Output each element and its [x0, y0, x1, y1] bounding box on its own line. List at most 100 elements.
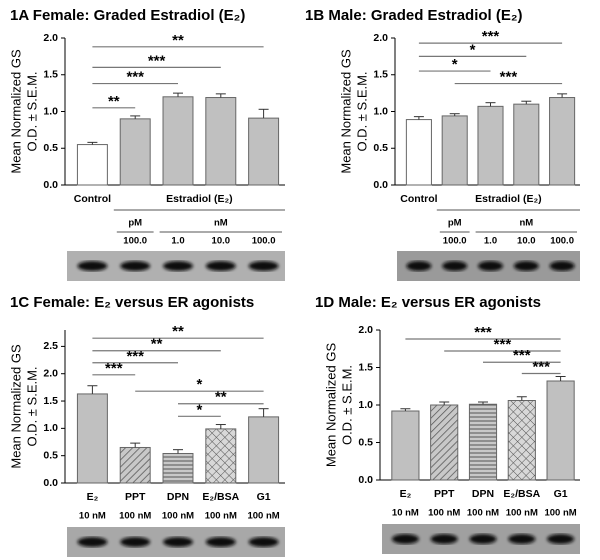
blot-band — [120, 261, 151, 271]
y-tick-label: 1.5 — [358, 361, 373, 373]
group-label: Estradiol (E₂) — [166, 193, 233, 205]
error-bar — [87, 141, 98, 145]
unit-label: nM — [519, 218, 533, 229]
significance-label: *** — [532, 358, 550, 375]
panel-title: 1C Female: E₂ versus ER agonists — [10, 294, 254, 311]
error-bar — [413, 116, 424, 120]
y-tick-label: 2.0 — [43, 32, 58, 44]
y-tick-label: 0.0 — [43, 477, 58, 489]
y-axis-label: Mean Normalized GS — [8, 49, 23, 174]
y-tick-label: 1.5 — [43, 395, 58, 407]
error-bar — [258, 108, 269, 119]
blot-band — [248, 537, 279, 547]
y-tick-label: 0.5 — [43, 449, 58, 461]
x-tick-label: DPN — [472, 488, 494, 500]
significance-label: *** — [126, 69, 144, 86]
error-bar — [87, 385, 98, 394]
significance-label: *** — [482, 28, 500, 45]
blot-band — [477, 261, 504, 271]
bar — [119, 118, 151, 186]
unit-label: pM — [448, 218, 462, 229]
bar — [549, 97, 576, 186]
y-tick-label: 0.0 — [373, 179, 388, 191]
blot-band — [77, 537, 108, 547]
x-tick-label: 10.0 — [212, 236, 231, 247]
x-tick-label: Control — [74, 193, 111, 205]
x-tick-label: PPT — [434, 488, 455, 500]
x-sublabel: 100 nM — [428, 508, 460, 519]
x-tick-label: E₂ — [400, 488, 412, 500]
x-sublabel: 100 nM — [544, 508, 576, 519]
y-axis-label: O.D. ± S.E.M. — [24, 366, 39, 446]
bar — [76, 144, 108, 186]
significance-label: *** — [474, 324, 492, 341]
significance-label: * — [196, 401, 202, 418]
bar — [430, 404, 459, 481]
bar — [477, 105, 504, 186]
bar — [507, 400, 536, 481]
significance-label: ** — [108, 93, 120, 110]
significance-label: ** — [151, 336, 163, 353]
bar — [468, 403, 498, 481]
blot-band — [77, 261, 108, 271]
error-bar — [449, 113, 460, 116]
error-bar — [215, 424, 226, 429]
y-axis-label: O.D. ± S.E.M. — [24, 71, 39, 151]
y-tick-label: 0.5 — [43, 142, 58, 154]
blot-band — [248, 261, 279, 271]
y-tick-label: 1.0 — [373, 105, 388, 117]
error-bar — [439, 401, 450, 405]
x-tick-label: 1.0 — [484, 236, 497, 247]
y-tick-label: 2.0 — [358, 324, 373, 336]
y-tick-label: 2.0 — [373, 32, 388, 44]
x-tick-label: Control — [400, 193, 437, 205]
bar — [391, 410, 420, 481]
group-label: Estradiol (E₂) — [475, 193, 542, 205]
y-axis-label: Mean Normalized GS — [338, 49, 353, 174]
blot-band — [508, 534, 536, 544]
significance-label: *** — [494, 336, 512, 353]
bar — [248, 416, 280, 484]
x-tick-label: 100.0 — [123, 236, 147, 247]
y-axis-label: Mean Normalized GS — [323, 343, 338, 468]
significance-label: ** — [215, 389, 227, 406]
x-tick-label: E₂/BSA — [202, 491, 239, 503]
bar — [119, 446, 151, 484]
y-axis-label: O.D. ± S.E.M. — [339, 365, 354, 445]
x-tick-label: E₂/BSA — [503, 488, 540, 500]
x-tick-label: G1 — [257, 491, 271, 503]
error-bar — [557, 93, 568, 98]
significance-label: * — [470, 41, 476, 58]
x-sublabel: 10 nM — [392, 508, 419, 519]
x-tick-label: 1.0 — [171, 236, 184, 247]
blot-band — [406, 261, 432, 271]
y-tick-label: 1.5 — [43, 69, 58, 81]
bar — [546, 380, 575, 481]
y-tick-label: 0.0 — [358, 474, 373, 486]
significance-label: ** — [172, 32, 184, 49]
x-sublabel: 100 nM — [506, 508, 538, 519]
bar — [513, 103, 540, 186]
bar — [162, 96, 194, 186]
error-bar — [173, 449, 183, 454]
y-axis-label: O.D. ± S.E.M. — [354, 71, 369, 151]
error-bar — [478, 401, 488, 405]
panel-title: 1A Female: Graded Estradiol (E₂) — [10, 7, 245, 24]
bar — [205, 428, 237, 484]
significance-label: * — [196, 376, 202, 393]
y-tick-label: 1.0 — [43, 105, 58, 117]
significance-label: *** — [126, 348, 144, 365]
x-sublabel: 100 nM — [205, 511, 237, 522]
y-tick-label: 0.5 — [373, 142, 388, 154]
x-sublabel: 100 nM — [247, 511, 279, 522]
bar — [248, 117, 280, 186]
unit-label: nM — [214, 218, 228, 229]
significance-label: * — [452, 56, 458, 73]
error-bar — [400, 408, 411, 411]
y-tick-label: 2.0 — [43, 367, 58, 379]
error-bar — [130, 442, 141, 448]
error-bar — [521, 100, 532, 105]
error-bar — [258, 408, 269, 417]
bar — [205, 97, 237, 186]
